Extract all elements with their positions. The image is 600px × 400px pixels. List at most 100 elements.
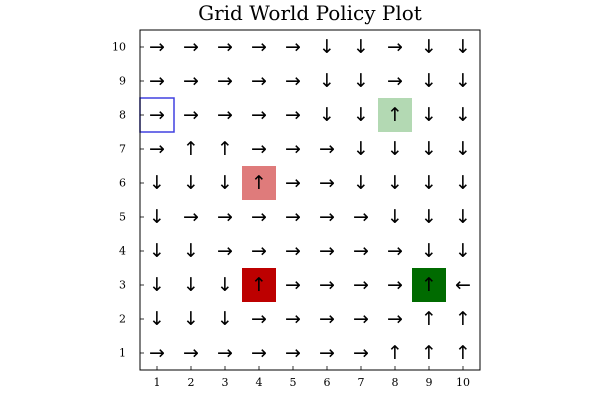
- highlight-cell: [242, 268, 276, 302]
- policy-arrow-right: →: [149, 36, 165, 58]
- policy-arrow-right: →: [319, 240, 335, 262]
- y-tick-label: 3: [119, 279, 126, 292]
- highlight-cell: [242, 166, 276, 200]
- policy-arrow-down: ↓: [353, 70, 369, 92]
- policy-arrow-down: ↓: [149, 308, 165, 330]
- x-tick-label: 10: [456, 376, 470, 389]
- highlight-cell: [378, 98, 412, 132]
- y-tick-label: 9: [119, 75, 126, 88]
- policy-arrow-up: ↑: [387, 104, 403, 126]
- policy-arrow-down: ↓: [353, 172, 369, 194]
- policy-arrow-right: →: [285, 308, 301, 330]
- policy-arrow-right: →: [387, 70, 403, 92]
- policy-arrow-down: ↓: [319, 70, 335, 92]
- x-tick-label: 7: [358, 376, 365, 389]
- x-tick-label: 5: [290, 376, 297, 389]
- policy-arrow-right: →: [217, 342, 233, 364]
- policy-arrow-down: ↓: [183, 240, 199, 262]
- policy-arrow-right: →: [251, 36, 267, 58]
- policy-arrow-up: ↑: [421, 342, 437, 364]
- policy-arrow-down: ↓: [455, 138, 471, 160]
- policy-arrow-up: ↑: [455, 342, 471, 364]
- policy-arrow-right: →: [149, 342, 165, 364]
- policy-arrow-down: ↓: [421, 206, 437, 228]
- policy-arrow-right: →: [285, 342, 301, 364]
- policy-arrow-right: →: [285, 274, 301, 296]
- policy-arrow-down: ↓: [455, 36, 471, 58]
- policy-arrow-right: →: [319, 342, 335, 364]
- policy-arrow-down: ↓: [455, 240, 471, 262]
- policy-arrow-right: →: [183, 70, 199, 92]
- policy-arrow-down: ↓: [217, 274, 233, 296]
- policy-arrow-down: ↓: [387, 206, 403, 228]
- policy-arrow-right: →: [353, 342, 369, 364]
- y-tick-label: 7: [119, 143, 126, 156]
- policy-arrow-right: →: [251, 206, 267, 228]
- x-tick-label: 3: [222, 376, 229, 389]
- policy-arrow-right: →: [251, 70, 267, 92]
- highlight-cells: [139, 97, 446, 302]
- x-tick-label: 9: [426, 376, 433, 389]
- y-tick-label: 8: [119, 109, 126, 122]
- policy-arrow-down: ↓: [217, 308, 233, 330]
- policy-arrow-up: ↑: [387, 342, 403, 364]
- policy-arrow-right: →: [285, 36, 301, 58]
- policy-arrow-right: →: [387, 240, 403, 262]
- plot-frame: [139, 29, 481, 371]
- policy-arrow-right: →: [251, 342, 267, 364]
- policy-arrow-right: →: [217, 104, 233, 126]
- policy-arrow-right: →: [387, 308, 403, 330]
- y-tick-label: 6: [119, 177, 126, 190]
- policy-arrow-left: ←: [455, 274, 471, 296]
- policy-arrow-right: →: [183, 342, 199, 364]
- policy-arrow-right: →: [217, 70, 233, 92]
- policy-arrow-right: →: [149, 70, 165, 92]
- policy-arrow-down: ↓: [421, 240, 437, 262]
- y-axis-ticks: 1 2 3 4 5 6 7 8 9 10: [112, 41, 144, 360]
- policy-arrow-right: →: [353, 274, 369, 296]
- policy-arrow-right: →: [251, 240, 267, 262]
- policy-arrow-right: →: [319, 138, 335, 160]
- policy-arrow-down: ↓: [421, 36, 437, 58]
- policy-arrow-right: →: [183, 36, 199, 58]
- highlight-cell: [412, 268, 446, 302]
- policy-arrow-right: →: [251, 138, 267, 160]
- policy-arrow-right: →: [217, 206, 233, 228]
- policy-arrow-right: →: [319, 274, 335, 296]
- policy-arrow-down: ↓: [421, 104, 437, 126]
- x-tick-label: 8: [392, 376, 399, 389]
- policy-arrow-down: ↓: [421, 70, 437, 92]
- policy-arrow-up: ↑: [421, 274, 437, 296]
- policy-arrow-down: ↓: [319, 104, 335, 126]
- policy-arrow-down: ↓: [455, 206, 471, 228]
- chart-title: Grid World Policy Plot: [198, 1, 422, 25]
- policy-arrow-right: →: [353, 240, 369, 262]
- policy-arrow-down: ↓: [183, 308, 199, 330]
- policy-arrow-down: ↓: [353, 138, 369, 160]
- policy-arrow-right: →: [285, 172, 301, 194]
- policy-arrow-right: →: [285, 138, 301, 160]
- policy-arrow-right: →: [149, 138, 165, 160]
- policy-arrow-down: ↓: [149, 274, 165, 296]
- policy-arrow-right: →: [319, 308, 335, 330]
- policy-arrow-down: ↓: [353, 36, 369, 58]
- y-tick-label: 1: [119, 347, 126, 360]
- policy-arrow-right: →: [285, 70, 301, 92]
- policy-arrow-up: ↑: [455, 308, 471, 330]
- policy-arrow-up: ↑: [183, 138, 199, 160]
- x-axis-ticks: 1 2 3 4 5 6 7 8 9 10: [154, 366, 470, 389]
- policy-arrow-down: ↓: [149, 240, 165, 262]
- policy-arrow-right: →: [353, 206, 369, 228]
- y-tick-label: 2: [119, 313, 126, 326]
- y-tick-label: 4: [119, 245, 126, 258]
- policy-arrow-down: ↓: [183, 172, 199, 194]
- policy-arrow-down: ↓: [217, 172, 233, 194]
- policy-arrow-down: ↓: [387, 172, 403, 194]
- policy-arrow-down: ↓: [421, 172, 437, 194]
- policy-arrow-right: →: [183, 206, 199, 228]
- policy-arrow-down: ↓: [183, 274, 199, 296]
- policy-arrow-right: →: [319, 172, 335, 194]
- policy-arrows: → → → → → ↓ ↓ → ↓ ↓ → → → → → ↓ ↓ → ↓ ↓ → → → → → ↓ ↓ ↑ ↓ ↓ → ↑ ↑ → → → ↓ ↓ ↓ ↓…: [149, 36, 471, 364]
- policy-arrow-down: ↓: [455, 70, 471, 92]
